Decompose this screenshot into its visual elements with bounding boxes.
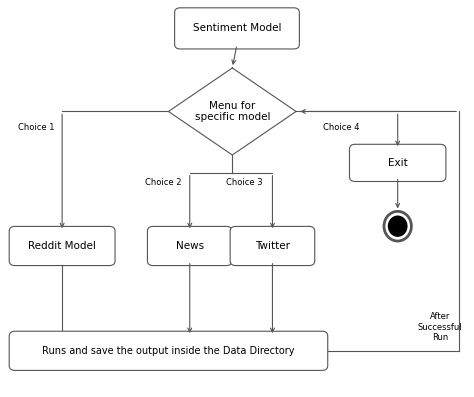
Text: News: News: [176, 241, 204, 251]
Text: Choice 1: Choice 1: [18, 123, 55, 132]
Text: Choice 3: Choice 3: [226, 178, 263, 187]
Text: Runs and save the output inside the Data Directory: Runs and save the output inside the Data…: [42, 346, 295, 356]
Text: Sentiment Model: Sentiment Model: [193, 23, 281, 33]
Ellipse shape: [384, 211, 411, 241]
FancyBboxPatch shape: [9, 226, 115, 266]
Text: Twitter: Twitter: [255, 241, 290, 251]
FancyBboxPatch shape: [147, 226, 232, 266]
FancyBboxPatch shape: [9, 331, 328, 370]
FancyBboxPatch shape: [174, 8, 300, 49]
Text: Reddit Model: Reddit Model: [28, 241, 96, 251]
FancyBboxPatch shape: [349, 144, 446, 181]
Text: Choice 4: Choice 4: [323, 123, 359, 132]
Text: Choice 2: Choice 2: [146, 178, 182, 187]
Text: After
Successful
Run: After Successful Run: [418, 312, 463, 342]
Text: Exit: Exit: [388, 158, 408, 168]
Text: Menu for
specific model: Menu for specific model: [194, 101, 270, 122]
Ellipse shape: [388, 216, 408, 237]
FancyBboxPatch shape: [230, 226, 315, 266]
